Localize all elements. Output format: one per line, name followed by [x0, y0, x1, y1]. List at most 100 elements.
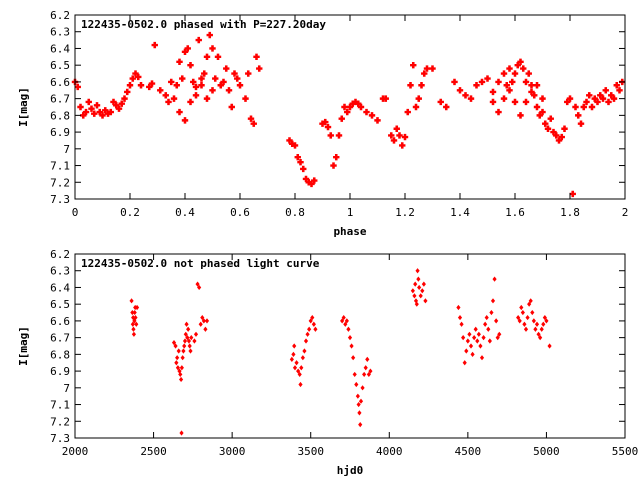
chart-2-data-point: [307, 326, 312, 332]
chart-1-y-tick-label: 6.3: [50, 26, 70, 39]
chart-1-data-point: [503, 82, 510, 89]
chart-1-data-point: [198, 75, 205, 82]
chart-2-data-point: [461, 335, 466, 341]
chart-1-data-point: [522, 78, 530, 86]
chart-2-data-point: [363, 365, 368, 371]
chart-2-y-tick-label: 6.8: [50, 348, 70, 361]
chart-1-data-point: [311, 177, 318, 184]
chart-1-data-point: [539, 108, 546, 116]
chart-2-data-point: [366, 371, 371, 378]
chart-1-y-tick-label: 6.5: [50, 59, 70, 72]
chart-2-data-point: [357, 410, 362, 416]
chart-1-data-point: [572, 103, 579, 111]
chart-1-y-tick-label: 7.1: [50, 160, 70, 173]
chart-1-data-point: [195, 36, 202, 44]
chart-2-data-point: [311, 321, 316, 327]
chart-2-data-point: [186, 338, 192, 344]
chart-2-data-point: [531, 318, 536, 324]
chart-1-data-point: [187, 61, 194, 69]
chart-2-y-axis-label: I[mag]: [17, 326, 30, 366]
chart-1-y-tick-label: 6.2: [50, 9, 70, 22]
chart-1-data-point: [610, 95, 618, 102]
chart-2-x-tick-label: 2000: [62, 445, 89, 458]
chart-1-data-point: [206, 31, 213, 39]
chart-2-y-tick-label: 7.3: [50, 432, 70, 445]
chart-1-data-point: [168, 78, 175, 86]
chart-2-data-point: [201, 318, 206, 324]
chart-1-data-point: [489, 88, 497, 96]
chart-1-data-point: [583, 98, 590, 106]
chart-1-data-point: [399, 142, 406, 149]
chart-1-data-point: [96, 108, 103, 116]
chart-2-data-point: [486, 326, 491, 332]
chart-2-data-point: [421, 281, 426, 287]
chart-1-data-point: [102, 107, 109, 114]
chart-2-data-point: [343, 321, 348, 327]
chart-2-data-point: [355, 393, 360, 399]
chart-2-data-point: [132, 309, 137, 316]
chart-1-data-point: [203, 95, 211, 102]
chart-2-x-tick-label: 3500: [297, 445, 324, 458]
chart-2-data-point: [187, 343, 192, 349]
chart-2-x-tick-label: 4500: [455, 445, 482, 458]
chart-1-data-point: [148, 80, 156, 87]
chart-1-data-point: [88, 105, 95, 112]
chart-1-data-point: [564, 98, 571, 106]
chart-1-data-point: [344, 108, 351, 116]
chart-1-data-point: [291, 142, 299, 149]
chart-1-data-point: [91, 110, 98, 117]
chart-1-data-point: [214, 53, 222, 61]
chart-1-data-point: [203, 53, 211, 61]
chart-2-data-point: [182, 343, 187, 349]
chart-2-data-point: [459, 321, 464, 327]
chart-1-data-point: [437, 98, 444, 106]
chart-2-data-point: [130, 309, 135, 316]
chart-1-data-point: [151, 41, 158, 49]
chart-1-data-point: [396, 132, 403, 139]
chart-2-data-point: [289, 356, 294, 362]
chart-2-data-point: [189, 335, 194, 341]
chart-1-y-tick-label: 6.7: [50, 93, 70, 106]
chart-1-data-point: [223, 65, 230, 72]
chart-1-data-point: [495, 78, 502, 86]
chart-2-data-point: [197, 284, 202, 291]
chart-1-data-point: [382, 95, 389, 102]
chart-1-data-point: [181, 48, 189, 55]
chart-2-data-point: [299, 365, 304, 371]
chart-2-data-point: [297, 371, 302, 378]
chart-1-x-tick-label: 0.4: [175, 206, 195, 219]
chart-2-data-point: [340, 318, 345, 324]
chart-1-data-point: [531, 92, 538, 99]
chart-1-data-point: [522, 98, 530, 106]
chart-2-y-tick-label: 6.5: [50, 298, 70, 311]
chart-2-data-point: [173, 343, 178, 349]
chart-1-x-axis-label: phase: [333, 225, 366, 238]
chart-1-data-point: [407, 82, 414, 89]
chart-1-data-point: [558, 133, 565, 141]
chart-1-data-point: [74, 83, 81, 91]
chart-2-data-point: [305, 331, 310, 337]
chart-2-data-point: [358, 398, 364, 404]
chart-2-x-tick-label: 5500: [612, 445, 639, 458]
chart-2-data-point: [179, 365, 184, 371]
chart-1-data-point: [242, 95, 249, 102]
chart-2-data-point: [519, 304, 524, 311]
chart-1-data-point: [536, 112, 543, 119]
chart-1-data-point: [198, 82, 205, 89]
chart-1-data-point: [170, 95, 178, 102]
chart-1-data-point: [82, 108, 90, 116]
chart-2-data-point: [362, 371, 367, 378]
chart-1-data-point: [594, 98, 601, 106]
chart-2-data-point: [358, 422, 363, 428]
chart-2-data-point: [483, 321, 488, 327]
chart-1-data-point: [462, 92, 469, 99]
chart-2-x-tick-label: 3000: [219, 445, 246, 458]
chart-1-data-point: [577, 120, 585, 127]
chart-2-data-point: [522, 321, 527, 327]
chart-2-data-point: [193, 331, 199, 337]
chart-1-data-point: [544, 125, 552, 132]
chart-2-y-tick-label: 6.2: [50, 248, 70, 261]
chart-1-data-point: [302, 175, 310, 183]
chart-2-data-point: [171, 340, 177, 346]
